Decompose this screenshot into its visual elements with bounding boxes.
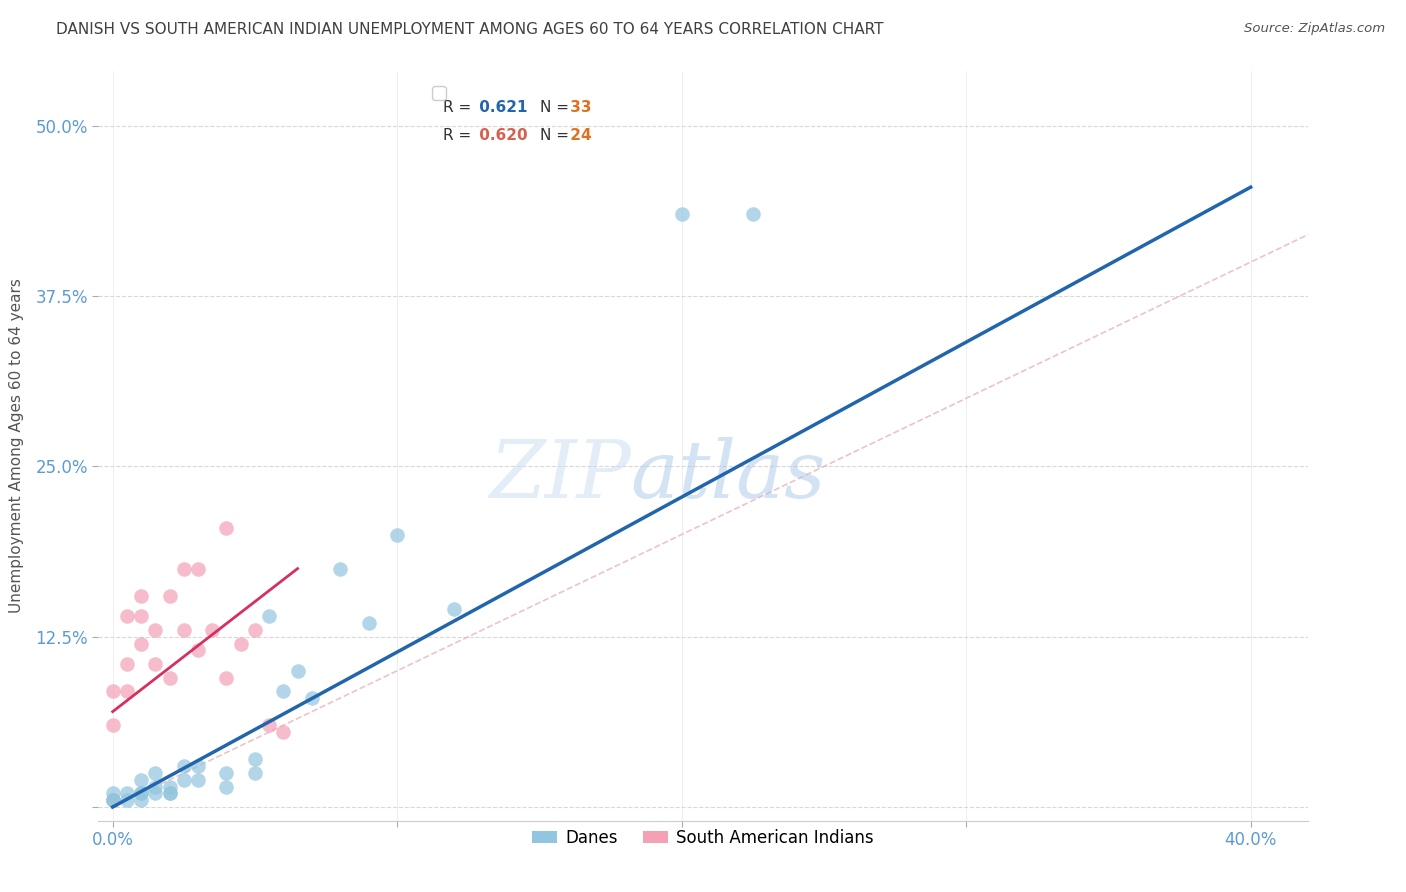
Text: N =: N = xyxy=(540,128,569,143)
Point xyxy=(101,793,124,807)
Point xyxy=(159,786,181,800)
Point xyxy=(159,589,181,603)
Point xyxy=(443,602,465,616)
Point xyxy=(115,793,138,807)
Point xyxy=(101,793,124,807)
Point xyxy=(101,684,124,698)
Point xyxy=(215,780,238,794)
Point xyxy=(129,793,152,807)
Point xyxy=(273,684,295,698)
Point xyxy=(173,772,195,787)
Text: N =: N = xyxy=(540,100,569,115)
Point xyxy=(173,561,195,575)
Point xyxy=(129,589,152,603)
Point xyxy=(215,671,238,685)
Point xyxy=(143,766,166,780)
Point xyxy=(115,786,138,800)
Point xyxy=(187,759,209,773)
Point xyxy=(187,561,209,575)
Point xyxy=(143,780,166,794)
Point xyxy=(243,766,266,780)
Text: 0.620: 0.620 xyxy=(474,128,529,143)
Point xyxy=(143,786,166,800)
Point xyxy=(257,609,280,624)
Point xyxy=(129,786,152,800)
Point xyxy=(215,521,238,535)
Point xyxy=(115,609,138,624)
Point xyxy=(273,725,295,739)
Point xyxy=(243,623,266,637)
Point xyxy=(101,793,124,807)
Point xyxy=(101,786,124,800)
Legend: Danes, South American Indians: Danes, South American Indians xyxy=(526,822,880,854)
Point xyxy=(115,657,138,671)
Text: R =: R = xyxy=(443,100,471,115)
Point xyxy=(159,671,181,685)
Point xyxy=(187,772,209,787)
Text: atlas: atlas xyxy=(630,437,825,515)
Point xyxy=(357,616,380,631)
Y-axis label: Unemployment Among Ages 60 to 64 years: Unemployment Among Ages 60 to 64 years xyxy=(10,278,24,614)
Point xyxy=(129,609,152,624)
Point xyxy=(257,718,280,732)
Point xyxy=(173,759,195,773)
Point xyxy=(129,772,152,787)
Point xyxy=(329,561,352,575)
Text: 0.621: 0.621 xyxy=(474,100,529,115)
Point xyxy=(229,636,252,650)
Point xyxy=(187,643,209,657)
Point xyxy=(287,664,309,678)
Point xyxy=(215,766,238,780)
Text: 33: 33 xyxy=(565,100,592,115)
Text: 24: 24 xyxy=(565,128,592,143)
Point xyxy=(301,691,323,706)
Text: DANISH VS SOUTH AMERICAN INDIAN UNEMPLOYMENT AMONG AGES 60 TO 64 YEARS CORRELATI: DANISH VS SOUTH AMERICAN INDIAN UNEMPLOY… xyxy=(56,22,884,37)
Point xyxy=(201,623,224,637)
Point xyxy=(159,786,181,800)
Text: R =: R = xyxy=(443,128,471,143)
Text: ZIP: ZIP xyxy=(489,437,630,515)
Point xyxy=(129,786,152,800)
Text: Source: ZipAtlas.com: Source: ZipAtlas.com xyxy=(1244,22,1385,36)
Point xyxy=(143,623,166,637)
Point xyxy=(741,207,763,221)
Point xyxy=(143,657,166,671)
Point xyxy=(173,623,195,637)
Point xyxy=(159,780,181,794)
Point xyxy=(243,752,266,766)
Point xyxy=(385,527,408,541)
Point xyxy=(671,207,693,221)
Point xyxy=(115,684,138,698)
Point xyxy=(129,636,152,650)
Point xyxy=(101,718,124,732)
